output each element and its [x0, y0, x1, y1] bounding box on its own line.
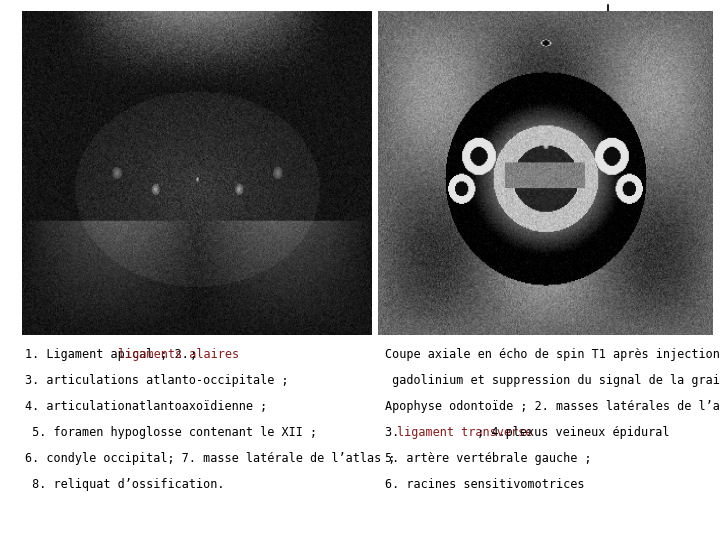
- Text: ligaments alaires: ligaments alaires: [117, 348, 239, 361]
- Text: Coupe axiale en écho de spin T1 après injection de: Coupe axiale en écho de spin T1 après in…: [385, 348, 720, 361]
- Text: 4. articulationatlantoaxoïdienne ;: 4. articulationatlantoaxoïdienne ;: [25, 400, 267, 413]
- Text: 6. racines sensitivomotrices: 6. racines sensitivomotrices: [385, 478, 585, 491]
- Text: ; 4.plexus veineux épidural: ; 4.plexus veineux épidural: [470, 426, 670, 439]
- Text: ligament transverse: ligament transverse: [397, 426, 532, 439]
- Text: gadolinium et suppression du signal de la graisse:: gadolinium et suppression du signal de l…: [385, 374, 720, 387]
- Text: Apophyse odontoïde ; 2. masses latérales de l’atlas: Apophyse odontoïde ; 2. masses latérales…: [385, 400, 720, 413]
- Text: 6. condyle occipital; 7. masse latérale de l’atlas ;: 6. condyle occipital; 7. masse latérale …: [25, 452, 396, 465]
- Text: 1. Ligament apical ; 2.: 1. Ligament apical ; 2.: [25, 348, 196, 361]
- Text: 8. reliquat d’ossification.: 8. reliquat d’ossification.: [25, 478, 225, 491]
- Text: 3. articulations atlanto-occipitale ;: 3. articulations atlanto-occipitale ;: [25, 374, 289, 387]
- Text: 3.: 3.: [385, 426, 407, 439]
- Text: 5. foramen hypoglosse contenant le XII ;: 5. foramen hypoglosse contenant le XII ;: [25, 426, 318, 439]
- Text: ;: ;: [183, 348, 197, 361]
- Text: 5. artère vertébrale gauche ;: 5. artère vertébrale gauche ;: [385, 452, 592, 465]
